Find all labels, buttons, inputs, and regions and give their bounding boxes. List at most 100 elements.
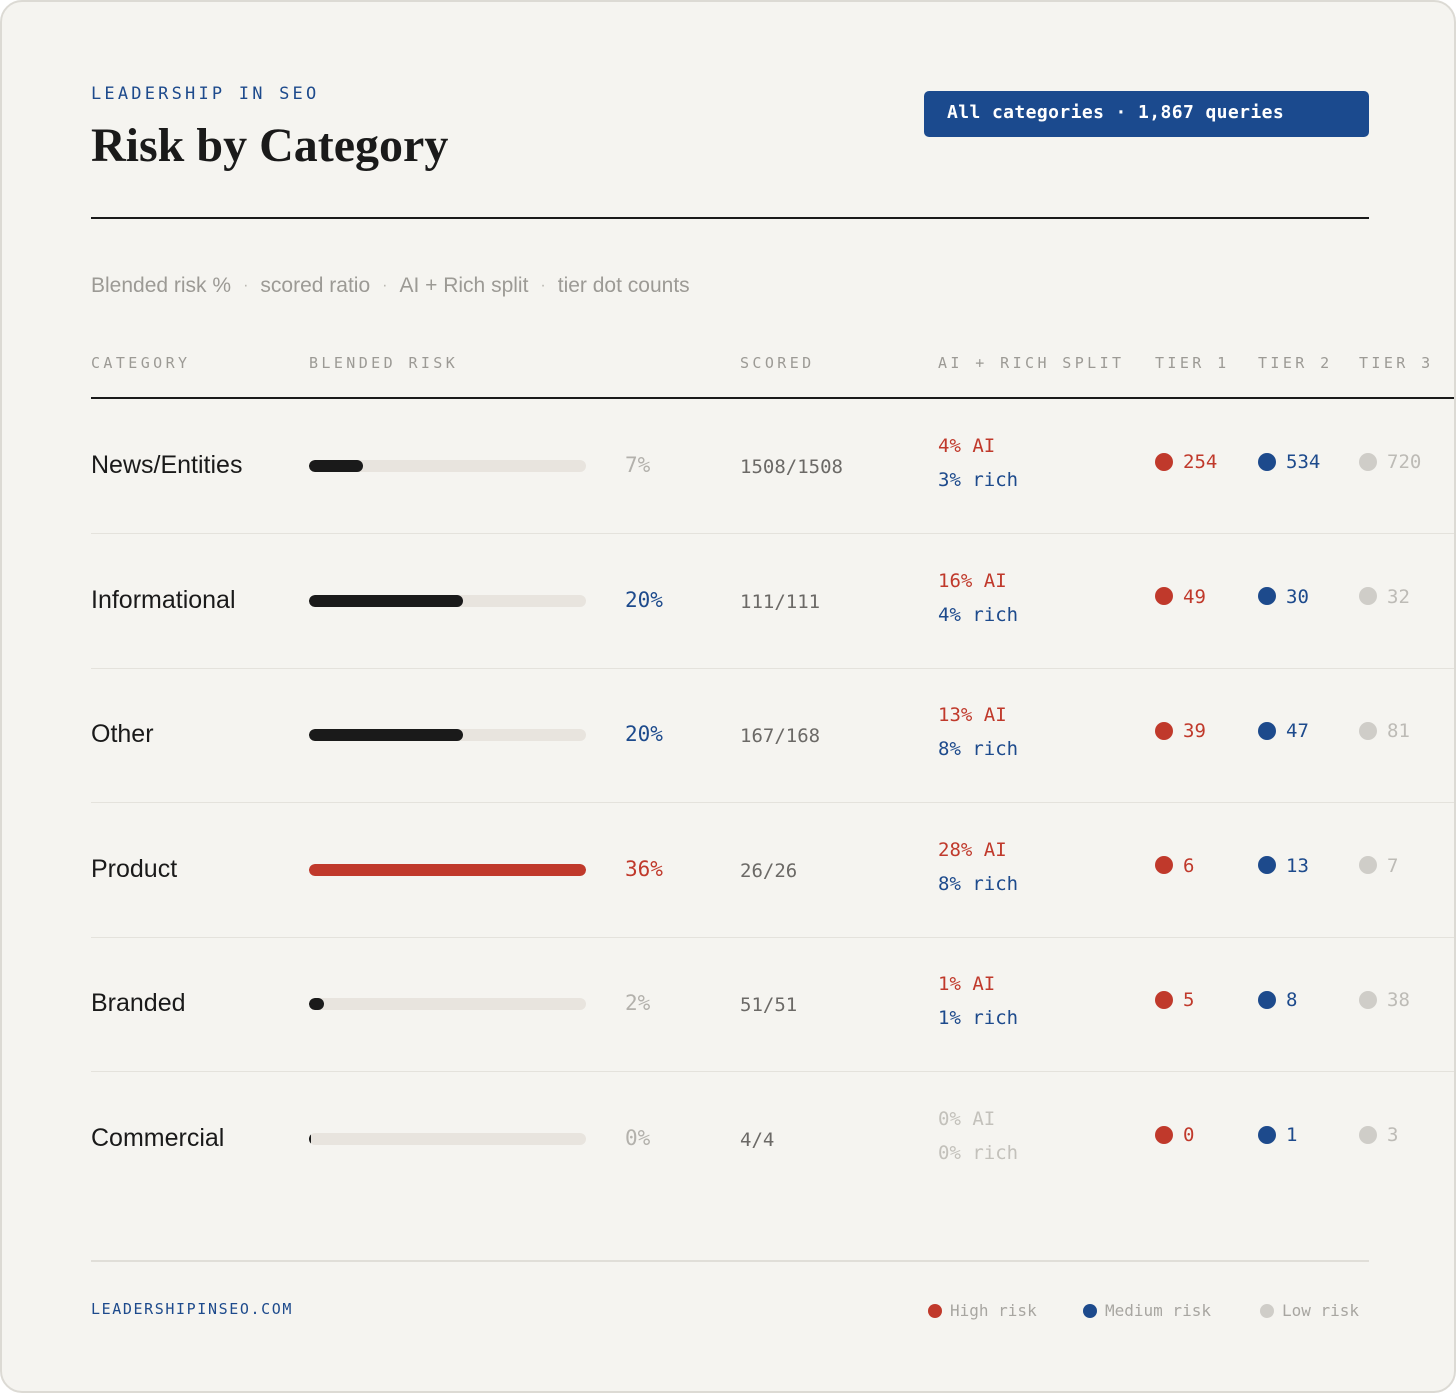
subtitle-part: AI + Rich split [399,274,529,297]
risk-bar-fill [309,998,325,1011]
rich-split: 4% rich [938,603,1019,626]
legend-label: Medium risk [1105,1301,1211,1320]
tier2-value: 47 [1286,720,1309,743]
low-risk-dot-icon [1260,1303,1274,1318]
risk-bar-fill [309,729,463,742]
row-divider [91,1071,1454,1073]
table-row[interactable]: News/Entities 7% 1508/1508 4% AI 3% rich 254 5… [2,399,1454,534]
ai-split: 4% AI [938,435,996,457]
tier2-dot-icon [1258,452,1276,471]
scored-ratio: 4/4 [740,1129,775,1151]
column-header-scored: SCORED [740,354,815,372]
column-header-category: CATEGORY [91,354,191,372]
rich-split: 0% rich [938,1142,1019,1164]
scored-ratio: 111/111 [740,590,821,613]
scored-ratio: 1508/1508 [740,456,843,478]
tier2-count: 30 [1258,586,1309,612]
tier2-count: 47 [1258,720,1309,746]
tier2-value: 8 [1286,989,1298,1012]
tier1-value: 5 [1183,989,1195,1012]
ai-split: 16% AI [938,569,1007,592]
risk-bar-track [309,594,586,607]
risk-percent: 36% [625,856,663,881]
table-row[interactable]: Product 36% 26/26 28% AI 8% rich 6 13 7 [2,803,1454,938]
subtitle-separator: · [540,277,546,294]
category-name: Product [91,854,178,883]
subtitle-separator: · [382,277,388,294]
tier1-dot-icon [1155,721,1173,740]
table-row[interactable]: Other 20% 167/168 13% AI 8% rich 39 47 81 [2,668,1454,804]
risk-bar-fill [309,863,586,876]
tier2-count: 1 [1258,1124,1297,1150]
tier3-count: 32 [1359,586,1410,612]
subtitle-part: Blended risk % [91,274,232,297]
tier1-dot-icon [1155,856,1173,875]
category-name: Branded [91,989,186,1018]
tier1-dot-icon [1155,587,1173,606]
medium-risk-dot-icon [1083,1303,1097,1318]
tier2-count: 534 [1258,451,1320,477]
tier1-count: 0 [1155,1124,1194,1150]
tier2-value: 30 [1286,585,1309,608]
eyebrow-label: LEADERSHIP IN SEO [91,84,320,104]
tier3-dot-icon [1359,1125,1377,1144]
row-divider [91,667,1454,669]
risk-percent: 2% [625,991,651,1016]
legend-low: Low risk [1260,1301,1359,1320]
tier1-value: 254 [1183,451,1218,473]
rich-split: 3% rich [938,469,1019,491]
risk-percent: 7% [625,453,651,477]
risk-bar-track [309,863,586,876]
footer-url-link[interactable]: LEADERSHIPINSEO.COM [91,1300,293,1318]
table-row[interactable]: Informational 20% 111/111 16% AI 4% rich 49 30… [2,534,1454,669]
tier3-value: 7 [1387,854,1399,877]
category-name: Commercial [91,1124,225,1152]
tier1-dot-icon [1155,452,1173,471]
tier3-dot-icon [1359,452,1377,471]
tier2-dot-icon [1258,990,1276,1009]
subtitle-part: tier dot counts [557,274,690,297]
tier1-value: 0 [1183,1124,1195,1146]
ai-split: 28% AI [938,838,1007,861]
tier1-count: 39 [1155,720,1206,746]
tier1-value: 6 [1183,854,1195,877]
row-divider [91,936,1454,938]
risk-bar-track [309,460,586,472]
tier3-count: 81 [1359,720,1410,746]
tier2-value: 1 [1286,1124,1298,1146]
legend-medium: Medium risk [1083,1301,1211,1320]
category-name: News/Entities [91,451,243,479]
tier3-count: 720 [1359,451,1421,477]
ai-split: 0% AI [938,1108,996,1130]
tier3-value: 720 [1387,451,1422,473]
tier1-count: 6 [1155,855,1194,881]
tier2-count: 13 [1258,855,1309,881]
tier3-count: 3 [1359,1124,1398,1150]
tier1-dot-icon [1155,1125,1173,1144]
high-risk-dot-icon [928,1303,942,1318]
row-divider [91,802,1454,804]
tier2-dot-icon [1258,856,1276,875]
risk-bar-track [309,998,586,1011]
column-header-blended-risk: BLENDED RISK [309,354,459,372]
scored-ratio: 167/168 [740,725,821,748]
risk-bar-fill [309,594,463,607]
tier1-dot-icon [1155,990,1173,1009]
tier2-dot-icon [1258,587,1276,606]
table-row[interactable]: Commercial 0% 4/4 0% AI 0% rich 0 1 3 [2,1072,1454,1207]
category-filter-badge[interactable]: All categories · 1,867 queries [924,91,1369,137]
table-row[interactable]: Branded 2% 51/51 1% AI 1% rich 5 8 38 [2,937,1454,1073]
tier3-dot-icon [1359,990,1377,1009]
footer-divider [91,1260,1369,1262]
tier1-count: 49 [1155,586,1206,612]
column-header-tier3: TIER 3 [1359,354,1434,372]
rich-split: 8% rich [938,738,1019,761]
tier2-dot-icon [1258,1125,1276,1144]
legend-high: High risk [928,1301,1037,1320]
subtitle-separator: · [243,277,249,294]
tier3-dot-icon [1359,587,1377,606]
header-divider [91,217,1369,219]
subtitle-part: scored ratio [260,274,371,297]
row-divider [91,533,1454,534]
